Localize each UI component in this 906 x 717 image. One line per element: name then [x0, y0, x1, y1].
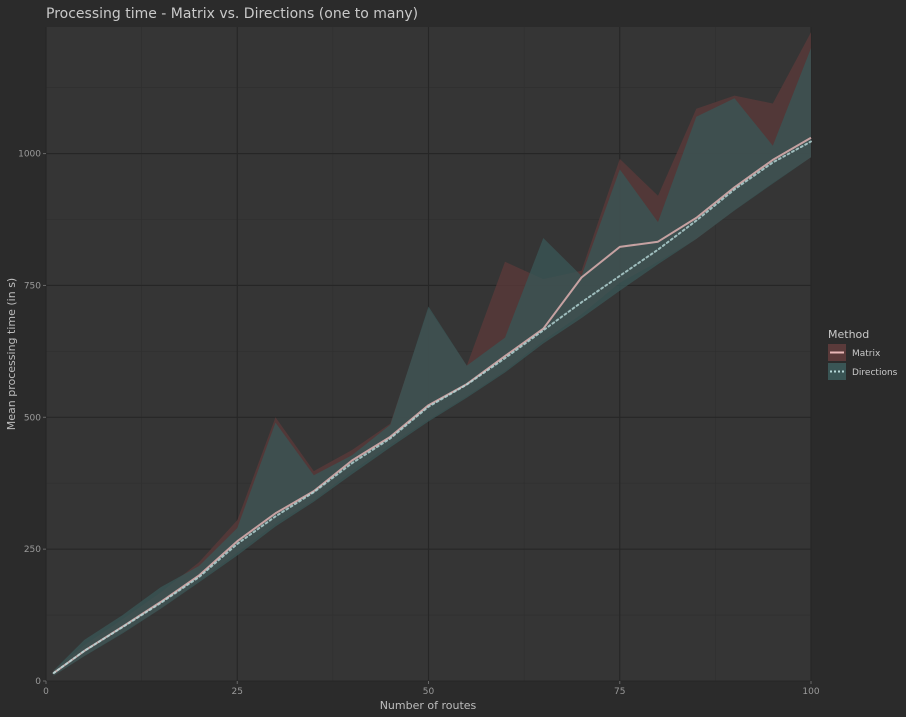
- y-tick-label: 500: [24, 413, 41, 423]
- band-directions: [53, 48, 812, 676]
- legend-title: Method: [828, 328, 869, 341]
- x-tick-label: 100: [802, 687, 819, 697]
- y-tick-label: 250: [24, 545, 41, 555]
- x-tick-label: 75: [614, 687, 625, 697]
- x-tick-labels: 0 25 50 75 100: [43, 681, 820, 697]
- legend-key-directions: [828, 363, 846, 380]
- y-tick-labels: 0 250 500 750 1000: [18, 150, 46, 687]
- y-tick-label: 1000: [18, 150, 41, 160]
- line-matrix: [53, 136, 812, 674]
- legend: Method Matrix Directions: [828, 328, 898, 380]
- x-axis-title: Number of routes: [380, 699, 477, 712]
- legend-label-directions: Directions: [852, 368, 898, 378]
- y-tick-label: 0: [35, 677, 41, 687]
- x-tick-label: 50: [423, 687, 435, 697]
- line-directions: [52, 140, 812, 675]
- x-tick-label: 0: [43, 687, 49, 697]
- y-axis-title: Mean processing time (in s): [5, 278, 18, 430]
- legend-label-matrix: Matrix: [852, 349, 881, 359]
- y-tick-label: 750: [24, 281, 41, 291]
- x-tick-label: 25: [232, 687, 243, 697]
- lines-layer: [52, 136, 812, 675]
- bands-layer: [53, 32, 812, 676]
- chart-title: Processing time - Matrix vs. Directions …: [46, 6, 418, 22]
